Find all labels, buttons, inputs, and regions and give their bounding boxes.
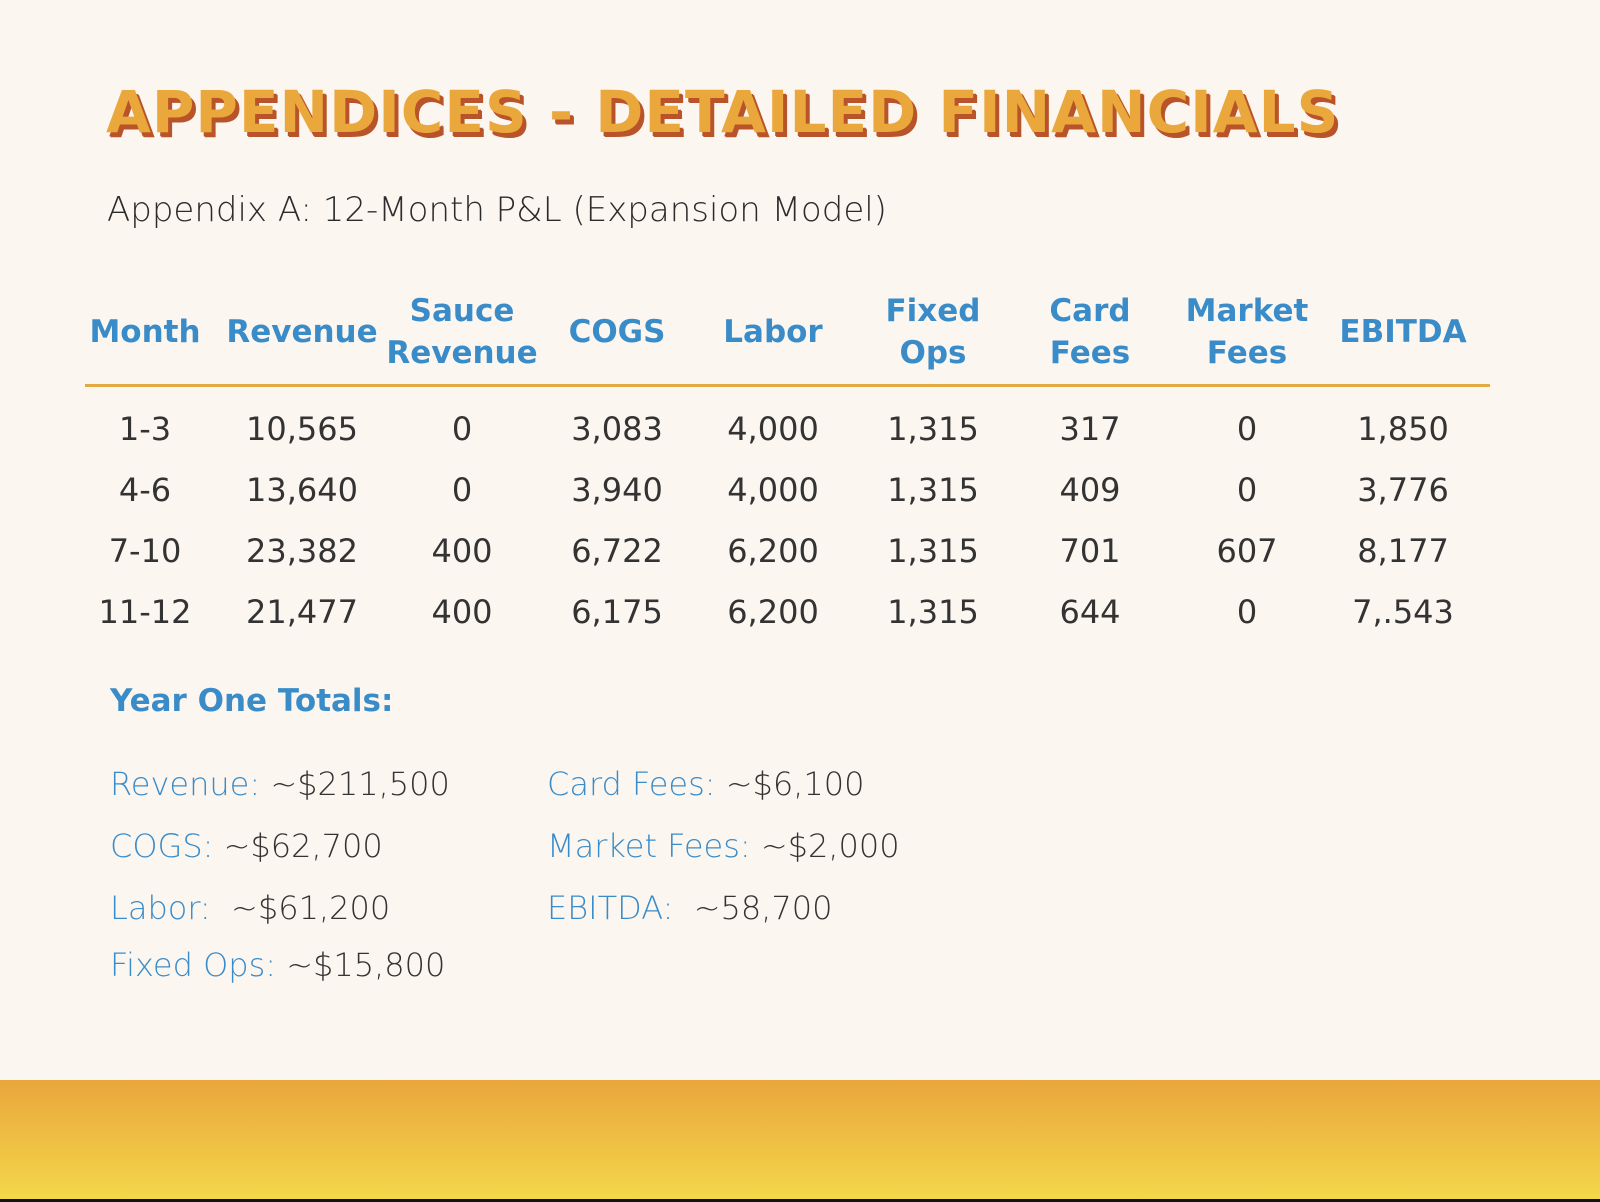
total-value: ~58,700: [673, 889, 833, 927]
total-fixed-ops: Fixed Ops: ~$15,800: [110, 946, 445, 984]
header-fixed-ops: Fixed Ops: [885, 293, 981, 371]
table-cell: 1,315: [887, 471, 979, 509]
table-cell: 3,940: [571, 471, 663, 509]
total-label: Card Fees:: [547, 765, 716, 803]
total-cogs: COGS: ~$62,700: [110, 827, 383, 865]
page-title: APPENDICES - DETAILED FINANCIALS: [106, 78, 1340, 146]
table-cell: 701: [1059, 532, 1121, 570]
table-cell: 6,200: [727, 532, 819, 570]
header-card-fees: Card Fees: [1049, 293, 1131, 371]
total-label: Revenue:: [110, 765, 261, 803]
table-cell: 7-10: [108, 532, 182, 570]
header-market-fees: Market Fees: [1185, 293, 1309, 371]
table-cell: 6,200: [727, 593, 819, 631]
table-row: 11-12 21,477 400 6,175 6,200 1,315 644 0…: [85, 582, 1490, 643]
total-value: ~$62,700: [213, 827, 383, 865]
total-label: Fixed Ops:: [110, 946, 277, 984]
table-row: 7-10 23,382 400 6,722 6,200 1,315 701 60…: [85, 521, 1490, 582]
total-label: EBITDA:: [547, 889, 674, 927]
table-cell: 644: [1059, 593, 1121, 631]
table-cell: 6,722: [571, 532, 663, 570]
total-card-fees: Card Fees: ~$6,100: [547, 765, 864, 803]
table-row: 4-6 13,640 0 3,940 4,000 1,315 409 0 3,7…: [85, 460, 1490, 521]
total-labor: Labor: ~$61,200: [110, 889, 390, 927]
totals-heading: Year One Totals:: [110, 683, 394, 719]
total-ebitda: EBITDA: ~58,700: [547, 889, 832, 927]
table-row: 1-3 10,565 0 3,083 4,000 1,315 317 0 1,8…: [85, 399, 1490, 460]
table-cell: 3,083: [571, 410, 663, 448]
total-label: Labor:: [110, 889, 211, 927]
table-cell: 1,850: [1357, 410, 1449, 448]
table-cell: 1,315: [887, 410, 979, 448]
total-value: ~$15,800: [276, 946, 446, 984]
header-revenue: Revenue: [226, 314, 378, 350]
table-header: Month Revenue Sauce Revenue COGS Labor F…: [85, 280, 1490, 387]
total-revenue: Revenue: ~$211,500: [110, 765, 450, 803]
pl-table: Month Revenue Sauce Revenue COGS Labor F…: [85, 280, 1490, 643]
table-cell: 607: [1216, 532, 1278, 570]
table-cell: 7,.543: [1352, 593, 1454, 631]
table-cell: 409: [1059, 471, 1121, 509]
table-cell: 0: [1236, 593, 1258, 631]
table-cell: 23,382: [246, 532, 358, 570]
total-value: ~$2,000: [750, 827, 900, 865]
table-cell: 3,776: [1357, 471, 1449, 509]
table-cell: 10,565: [246, 410, 358, 448]
table-cell: 1,315: [887, 532, 979, 570]
total-market-fees: Market Fees: ~$2,000: [547, 827, 900, 865]
total-label: Market Fees:: [547, 827, 751, 865]
header-labor: Labor: [723, 314, 823, 350]
total-label: COGS:: [110, 827, 214, 865]
total-value: ~$211,500: [260, 765, 450, 803]
table-cell: 4,000: [727, 410, 819, 448]
header-cogs: COGS: [568, 314, 666, 350]
total-value: ~$61,200: [210, 889, 391, 927]
header-sauce-revenue: Sauce Revenue: [386, 293, 538, 371]
table-cell: 8,177: [1357, 532, 1449, 570]
table-cell: 317: [1059, 410, 1121, 448]
table-cell: 13,640: [246, 471, 358, 509]
header-month: Month: [89, 314, 201, 350]
table-cell: 0: [1236, 410, 1258, 448]
table-cell: 1-3: [118, 410, 172, 448]
table-body: 1-3 10,565 0 3,083 4,000 1,315 317 0 1,8…: [85, 399, 1490, 643]
table-cell: 0: [1236, 471, 1258, 509]
header-ebitda: EBITDA: [1339, 314, 1467, 350]
table-cell: 400: [431, 593, 493, 631]
appendix-subtitle: Appendix A: 12-Month P&L (Expansion Mode…: [107, 190, 887, 230]
table-cell: 21,477: [246, 593, 358, 631]
table-cell: 4-6: [118, 471, 172, 509]
table-cell: 11-12: [98, 593, 192, 631]
table-cell: 6,175: [571, 593, 663, 631]
table-cell: 1,315: [887, 593, 979, 631]
table-cell: 4,000: [727, 471, 819, 509]
table-cell: 0: [451, 410, 473, 448]
table-cell: 0: [451, 471, 473, 509]
footer-gradient-band: [0, 1080, 1600, 1202]
total-value: ~$6,100: [715, 765, 865, 803]
table-cell: 400: [431, 532, 493, 570]
